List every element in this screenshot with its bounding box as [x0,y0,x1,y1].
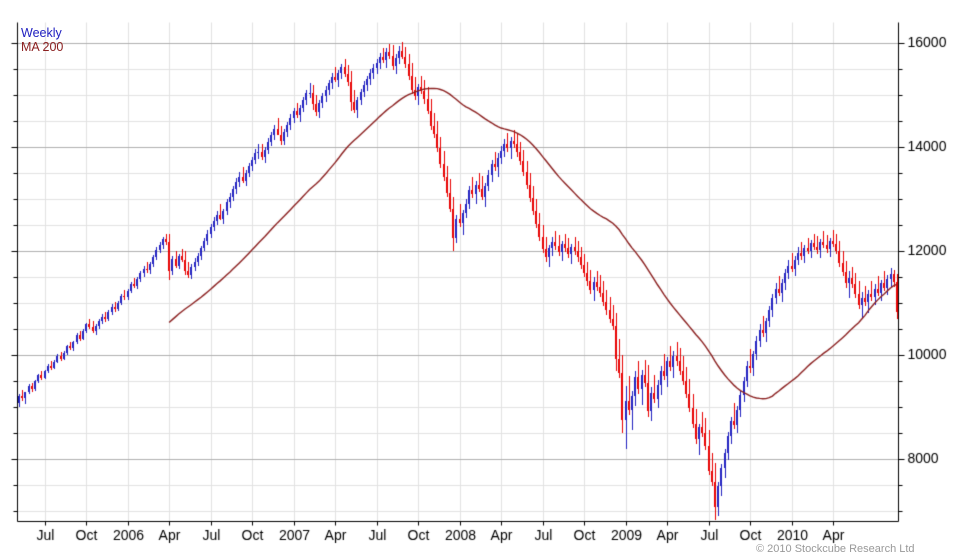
copyright-notice: © 2010 Stockcube Research Ltd [756,543,915,555]
